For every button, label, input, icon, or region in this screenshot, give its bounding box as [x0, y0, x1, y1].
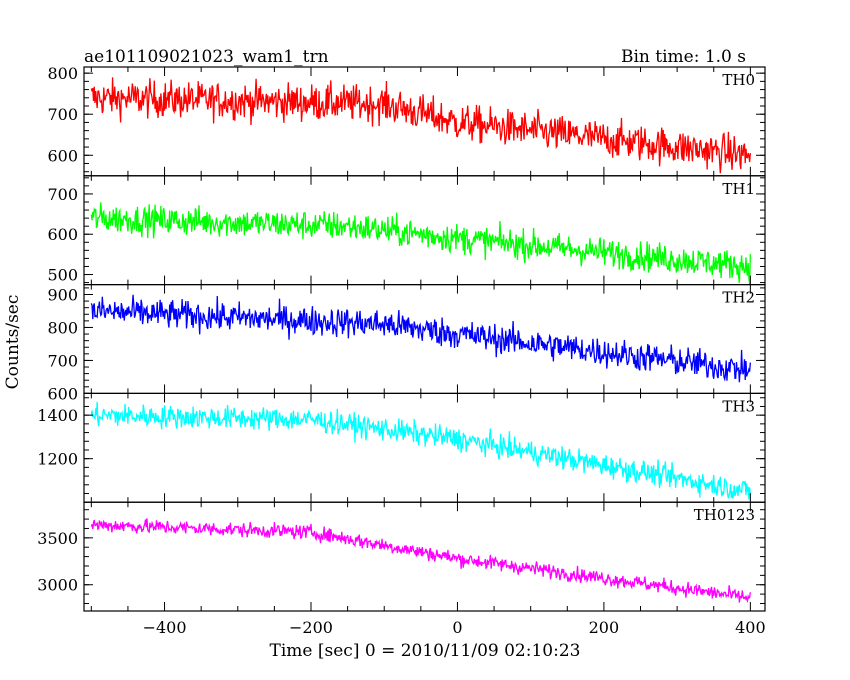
chart-title-left: ae101109021023_wam1_trn	[84, 47, 329, 67]
series-line-th0	[90, 77, 751, 174]
panel-frame-th3	[83, 392, 766, 503]
y-tick-label: 1200	[37, 450, 78, 469]
panel-label-th2: TH2	[722, 289, 755, 307]
y-tick-label: 500	[47, 266, 78, 285]
panel-frame-th2	[83, 284, 766, 395]
x-tick-label: 400	[735, 618, 766, 637]
y-tick-label: 3500	[37, 529, 78, 548]
panels-group: 600 700 800 TH0 500 600 700 TH1 600 700 800 900 TH2 1…	[37, 64, 765, 637]
panel-frame-th0123	[83, 501, 766, 612]
y-tick-label: 600	[47, 384, 78, 403]
y-axis-label: Counts/sec	[3, 295, 23, 390]
y-tick-label: 600	[47, 146, 78, 165]
panel-label-th0: TH0	[722, 71, 755, 89]
y-tick-label: 800	[47, 318, 78, 337]
y-tick-label: 600	[47, 225, 78, 244]
series-line-th1	[90, 202, 751, 285]
series-line-th2	[90, 294, 751, 383]
x-tick-label: 0	[452, 618, 462, 637]
y-tick-label: 700	[47, 351, 78, 370]
panel-label-th0123: TH0123	[694, 506, 755, 524]
panel-label-th1: TH1	[722, 180, 755, 198]
series-line-th3	[90, 401, 751, 500]
x-tick-label: −400	[143, 618, 187, 637]
series-line-th0123	[90, 518, 751, 604]
y-tick-label: 900	[47, 285, 78, 304]
panel-frame-th0	[83, 66, 766, 177]
panel-label-th3: TH3	[722, 397, 755, 415]
x-axis-label: Time [sec] 0 = 2010/11/09 02:10:23	[270, 641, 581, 661]
y-tick-label: 700	[47, 185, 78, 204]
x-tick-label: −200	[289, 618, 333, 637]
y-tick-label: 3000	[37, 576, 78, 595]
x-tick-label: 200	[589, 618, 620, 637]
y-tick-label: 700	[47, 105, 78, 124]
y-tick-label: 1400	[37, 406, 78, 425]
y-tick-label: 800	[47, 64, 78, 83]
chart-title-right: Bin time: 1.0 s	[621, 47, 746, 67]
